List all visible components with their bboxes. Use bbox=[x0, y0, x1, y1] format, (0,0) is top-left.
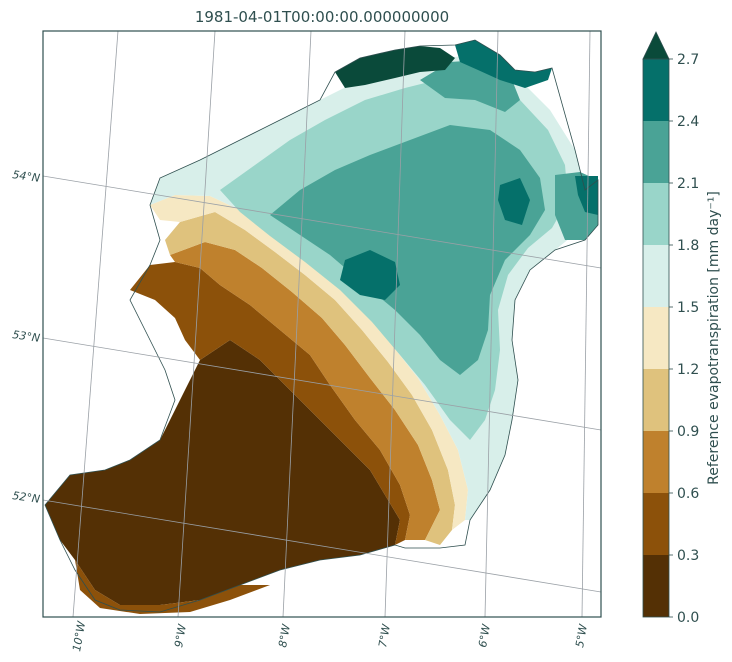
lon-label-10w: 10°W bbox=[70, 619, 88, 652]
colorbar-segment bbox=[643, 555, 669, 617]
colorbar-segment bbox=[643, 307, 669, 369]
colorbar-tick-label: 0.0 bbox=[677, 610, 699, 626]
lat-label-53: 53°N bbox=[12, 328, 41, 345]
map-frame bbox=[42, 30, 602, 618]
region-north-coast bbox=[455, 40, 552, 88]
colorbar-tick-label: 1.5 bbox=[677, 300, 699, 316]
colorbar-label: Reference evapotranspiration [mm day⁻¹] bbox=[706, 191, 722, 485]
colorbar-segment bbox=[643, 245, 669, 307]
coastline bbox=[44, 39, 599, 613]
region-0.3-0.6 bbox=[130, 262, 410, 545]
colorbar-segment bbox=[643, 493, 669, 555]
lon-label-5w: 5°W bbox=[573, 622, 590, 648]
region-2.1-2.4 bbox=[270, 125, 545, 375]
colorbar-tick-label: 0.3 bbox=[677, 548, 699, 564]
map-layer bbox=[43, 31, 601, 617]
colorbar-segment bbox=[643, 183, 669, 245]
region-above-2.7-coast bbox=[335, 46, 455, 88]
lon-label-9w: 9°W bbox=[172, 622, 189, 648]
chart-title: 1981-04-01T00:00:00.000000000 bbox=[194, 8, 450, 26]
colorbar-tick-label: 0.6 bbox=[677, 486, 699, 502]
lat-label-54: 54°N bbox=[12, 168, 41, 185]
region-0.3-0.6-south bbox=[75, 560, 270, 614]
colorbar-tick-label: 2.7 bbox=[677, 52, 699, 68]
colorbar-tick-label: 1.8 bbox=[677, 238, 699, 254]
region-2.4-2.7-ne bbox=[575, 176, 598, 215]
colorbar-frame bbox=[642, 58, 670, 618]
region-2.4-2.7-b bbox=[498, 178, 530, 225]
colorbar-tick-label: 0.9 bbox=[677, 424, 699, 440]
graticule bbox=[43, 31, 601, 617]
region-0.0-0.3 bbox=[45, 340, 400, 605]
colorbar-tick-label: 2.1 bbox=[677, 176, 699, 192]
lon-label-7w: 7°W bbox=[376, 622, 393, 648]
region-0.9-1.2 bbox=[165, 212, 455, 545]
region-0.6-0.9 bbox=[170, 242, 440, 540]
colorbar-segment bbox=[643, 59, 669, 121]
colorbar-segment bbox=[643, 369, 669, 431]
lon-label-8w: 8°W bbox=[276, 622, 293, 648]
colorbar-ticks: 0.0 0.3 0.6 0.9 1.2 1.5 1.8 2.1 2.4 2.7 bbox=[669, 52, 699, 626]
colorbar bbox=[643, 59, 669, 617]
lon-label-6w: 6°W bbox=[476, 622, 493, 648]
colorbar-segment bbox=[643, 431, 669, 493]
colorbar-segment bbox=[643, 121, 669, 183]
region-2.4-2.7 bbox=[340, 250, 400, 300]
lat-label-52: 52°N bbox=[12, 489, 41, 506]
colorbar-extend-arrow bbox=[642, 31, 670, 60]
colorbar-tick-label: 2.4 bbox=[677, 114, 699, 130]
colorbar-tick-label: 1.2 bbox=[677, 362, 699, 378]
